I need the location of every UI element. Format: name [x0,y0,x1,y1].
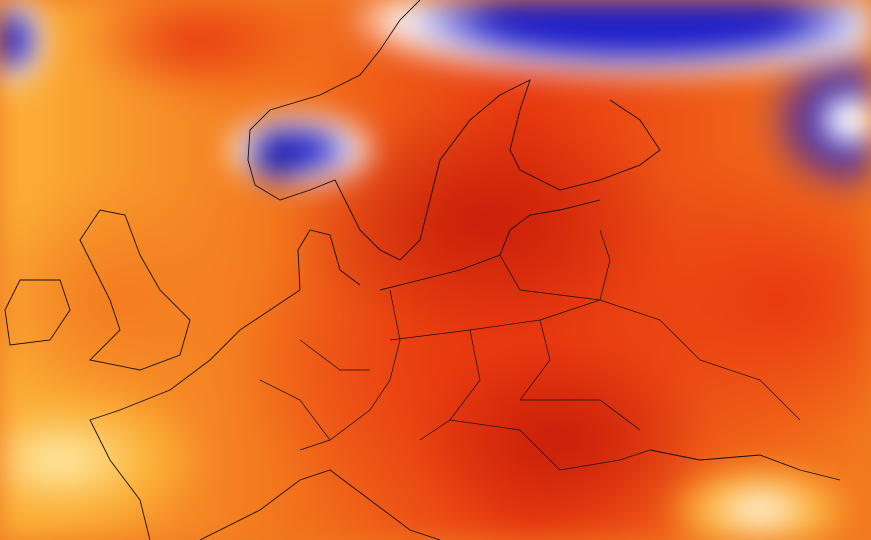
mediterranean-coastline [199,469,441,540]
baltic-coastline [379,199,601,291]
ireland-coastline [4,279,71,346]
finland-coastline [519,99,661,191]
continental-coastline [89,289,301,540]
black-sea-coastline [649,449,841,481]
great-britain-coastline [79,209,191,371]
denmark-coastline [297,229,361,291]
scandinavia-coastline [247,0,531,261]
country-borders [259,229,801,471]
